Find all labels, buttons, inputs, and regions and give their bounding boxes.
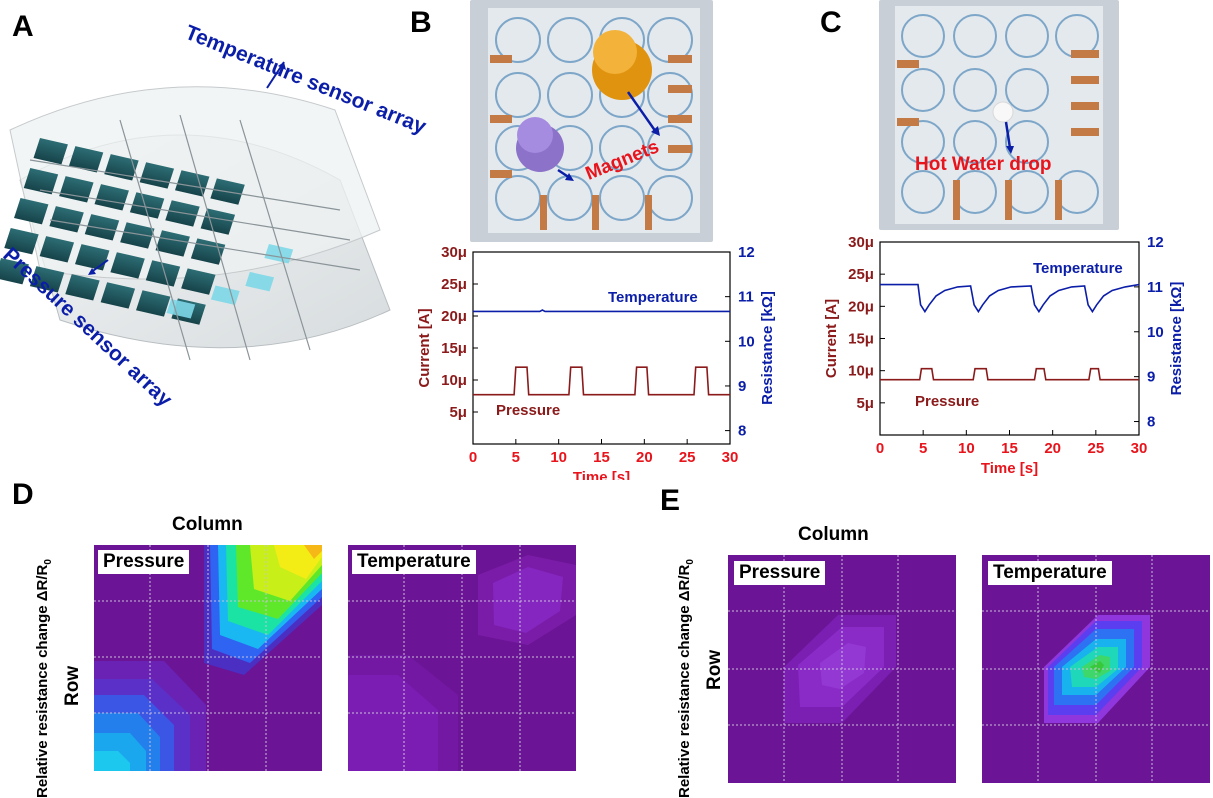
heatmap-e-temperature: Temperature (982, 555, 1210, 783)
magnet-photo: Magnets (470, 0, 713, 242)
chart-b-ytick-left-label: 30μ (441, 244, 467, 261)
chart-b-series-pressure (473, 366, 730, 396)
chart-b-xtick-label: 10 (550, 449, 567, 466)
chart-b-ytick-left-label: 20μ (441, 308, 467, 325)
chart-c-ytick-right-label: 12 (1147, 234, 1164, 251)
chart-b-ytick-left-label: 5μ (449, 404, 467, 421)
chart-b-ytick-right-label: 11 (738, 289, 754, 306)
row-label-d: Row (62, 665, 83, 706)
chart-c-pressure-label: Pressure (915, 393, 979, 410)
heatmap-d-pressure: Pressure (94, 545, 322, 771)
chart-b-pressure-label: Pressure (496, 402, 560, 419)
chart-c: 0 5 10 15 20 25 30 5μ 10μ 15μ 20μ 25μ 30μ 8 9 10 11 12 Tim… (823, 234, 1185, 477)
chart-c-series-temperature (880, 283, 1140, 314)
chart-c-ylabel-right: Resistance [kΩ] (1168, 282, 1185, 396)
sensor-array-illustration (0, 86, 391, 361)
chart-c-xtick-label: 10 (958, 440, 975, 457)
colorbar-label-e-sub: 0 (685, 559, 696, 565)
chart-b-ylabel-right: Resistance [kΩ] (759, 291, 776, 405)
chart-c-xtick-label: 0 (876, 440, 884, 457)
chart-b-xtick-label: 0 (469, 449, 477, 466)
chart-c-ytick-right-label: 8 (1147, 414, 1155, 431)
chart-c-ytick-left-label: 10μ (848, 363, 874, 380)
chart-c-xtick-label: 25 (1087, 440, 1104, 457)
hotspot-bottom-left (94, 661, 206, 771)
panel-label-e: E (660, 484, 681, 517)
chart-b-series-temperature (473, 309, 730, 313)
array-pointer-arrows (88, 61, 286, 275)
heatmap-d-pressure-title: Pressure (98, 550, 190, 574)
heatmap-d-temperature: Temperature (348, 545, 576, 771)
chart-b-xtick-label: 20 (636, 449, 653, 466)
chart-c-ytick-right-label: 10 (1147, 324, 1164, 341)
heatmap-d-temperature-title: Temperature (352, 550, 476, 574)
colorbar-label-e-text: Relative resistance change ΔR/R (676, 564, 693, 798)
colorbar-label-e: Relative resistance change ΔR/R0 (676, 559, 696, 798)
chart-b-ylabel-left: Current [A] (416, 308, 433, 387)
hotspot-top-right (204, 545, 322, 675)
chart-c-xtick-label: 15 (1001, 440, 1018, 457)
panel-label-a: A (12, 10, 34, 43)
chart-b-xtick-label: 5 (512, 449, 520, 466)
chart-c-ytick-right-label: 9 (1147, 369, 1155, 386)
hot-water-drop-label: Hot Water drop (915, 154, 1052, 175)
colorbar-label-d: Relative resistance change ΔR/R0 (34, 559, 54, 798)
sensor-cells (0, 114, 361, 361)
column-label-e: Column (798, 524, 869, 545)
chart-b-ytick-left-label: 15μ (441, 340, 467, 357)
heatmap-e-temperature-title: Temperature (988, 561, 1112, 585)
chart-c-ytick-left-label: 25μ (848, 266, 874, 283)
chart-c-ylabel-left: Current [A] (823, 299, 840, 378)
colorbar-label-d-sub: 0 (43, 559, 54, 565)
chart-b-ytick-right-label: 8 (738, 423, 746, 440)
row-label-e: Row (704, 649, 725, 690)
chart-c-ytick-left-label: 20μ (848, 298, 874, 315)
heatmap-e-pressure-title: Pressure (734, 561, 826, 585)
chart-b-ytick-right-label: 12 (738, 244, 755, 261)
chart-c-xtick-label: 20 (1044, 440, 1061, 457)
chart-b-ytick-right-label: 9 (738, 378, 746, 395)
colorbar-label-d-text: Relative resistance change ΔR/R (34, 564, 51, 798)
hot-water-photo: Hot Water drop (879, 0, 1119, 230)
chart-c-temperature-label: Temperature (1033, 260, 1123, 277)
chart-c-series-pressure (880, 367, 1139, 381)
chart-c-xlabel: Time [s] (981, 460, 1038, 477)
chart-b: 0 5 10 15 20 25 30 5μ 10μ 15μ 20μ 25μ 30μ 8 9 10 11 12 Tim… (416, 244, 776, 480)
chart-c-ytick-left-label: 15μ (848, 331, 874, 348)
chart-c-xtick-label: 5 (919, 440, 927, 457)
heatmap-e-pressure: Pressure (728, 555, 956, 783)
chart-c-ytick-left-label: 30μ (848, 234, 874, 251)
panel-label-d: D (12, 478, 34, 511)
chart-b-xtick-label: 30 (722, 449, 739, 466)
column-label-d: Column (172, 514, 243, 535)
panel-label-c: C (820, 6, 842, 39)
chart-b-temperature-label: Temperature (608, 289, 698, 306)
chart-b-xtick-label: 15 (593, 449, 610, 466)
chart-c-ytick-right-label: 11 (1147, 279, 1163, 296)
chart-c-ytick-left-label: 5μ (856, 395, 874, 412)
chart-b-xlabel: Time [s] (573, 469, 630, 480)
chart-c-xtick-label: 30 (1131, 440, 1148, 457)
chart-b-xtick-label: 25 (679, 449, 696, 466)
chart-b-ytick-left-label: 25μ (441, 276, 467, 293)
chart-b-ytick-right-label: 10 (738, 333, 755, 350)
chart-b-ytick-left-label: 10μ (441, 372, 467, 389)
panel-label-b: B (410, 6, 432, 39)
